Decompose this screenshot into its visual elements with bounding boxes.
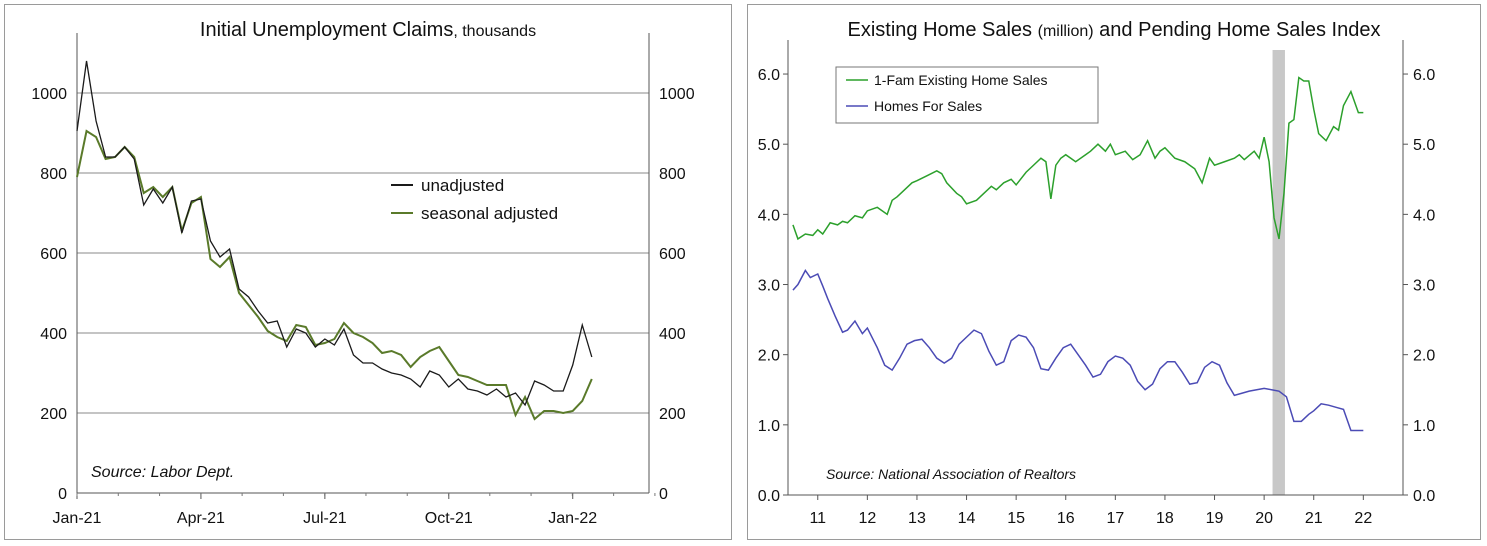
chart-title-unit: , thousands: [453, 23, 537, 40]
x-tick-label: 12: [858, 510, 876, 527]
y-tick-label-left: 1000: [31, 86, 67, 103]
series-line-1-Fam-Existing-Home-Sales: [792, 76, 1364, 241]
x-tick-label: 22: [1354, 510, 1372, 527]
legend-label: Homes For Sales: [874, 98, 982, 114]
y-tick-label-left: 6.0: [758, 67, 780, 84]
y-tick-label-right: 5.0: [1413, 137, 1435, 154]
x-tick-label: Jan-22: [548, 510, 597, 527]
y-tick-label-right: 400: [659, 326, 686, 343]
y-tick-label-right: 600: [659, 246, 686, 263]
legend-label: unadjusted: [421, 176, 504, 195]
x-tick-label: Jul-21: [303, 510, 347, 527]
series-line-unadjusted: [76, 60, 593, 407]
y-tick-label-right: 2.0: [1413, 348, 1435, 365]
x-tick-label: Oct-21: [425, 510, 473, 527]
y-tick-label-left: 3.0: [758, 278, 780, 295]
home-sales-chart-panel: Existing Home Sales (million) and Pendin…: [747, 4, 1481, 540]
y-tick-label-right: 1.0: [1413, 418, 1435, 435]
chart-title-unit: (million): [1037, 23, 1094, 40]
series-line-seasonal-adjusted: [76, 129, 593, 421]
chart-title: Initial Unemployment Claims, thousands: [5, 19, 731, 42]
y-tick-label-right: 4.0: [1413, 207, 1435, 224]
x-tick-label: 14: [958, 510, 976, 527]
x-tick-label: Jan-21: [53, 510, 102, 527]
y-tick-label-left: 1.0: [758, 418, 780, 435]
chart-title-main: Existing Home Sales: [847, 19, 1033, 41]
x-tick-label: 19: [1206, 510, 1224, 527]
chart-title-main: Initial Unemployment Claims: [199, 19, 454, 41]
x-tick-label: 11: [809, 510, 826, 527]
source-note: Source: Labor Dept.: [91, 464, 234, 481]
y-tick-label-left: 600: [40, 246, 67, 263]
claims-chart-panel: Initial Unemployment Claims, thousands 0…: [4, 4, 732, 540]
y-tick-label-right: 6.0: [1413, 67, 1435, 84]
x-tick-label: 15: [1007, 510, 1025, 527]
source-note: Source: National Association of Realtors: [826, 466, 1076, 482]
shaded-region: [1272, 50, 1285, 495]
legend-box: [835, 66, 1099, 124]
home-sales-chart: 0.0 0.0 1.0 1.0 2.0 2.0 3.0 3.0 4.0 4.0 5.0 5.0 6.0 6…: [758, 40, 1435, 527]
y-tick-label-right: 200: [659, 406, 686, 423]
y-tick-label-left: 0.0: [758, 488, 780, 505]
y-tick-label-left: 0: [58, 486, 67, 503]
y-tick-label-right: 800: [659, 166, 686, 183]
legend-label: seasonal adjusted: [421, 204, 558, 223]
y-tick-label-right: 3.0: [1413, 278, 1435, 295]
x-tick-label: 17: [1106, 510, 1124, 527]
y-tick-label-left: 200: [40, 406, 67, 423]
x-tick-label: 13: [908, 510, 926, 527]
y-tick-label-right: 0: [659, 486, 668, 503]
series-line-Homes-For-Sales: [792, 269, 1364, 432]
y-tick-label-right: 0.0: [1413, 488, 1435, 505]
chart-title-rest: and Pending Home Sales Index: [1099, 19, 1381, 41]
y-tick-label-left: 800: [40, 166, 67, 183]
y-tick-label-left: 5.0: [758, 137, 780, 154]
x-tick-label: 21: [1305, 510, 1323, 527]
x-tick-label: 20: [1255, 510, 1273, 527]
x-tick-label: 16: [1057, 510, 1075, 527]
y-tick-label-left: 2.0: [758, 348, 780, 365]
claims-chart: 0 0 200 200 400 400 600 600 800 800 1000 1000 Jan-21…: [31, 33, 695, 527]
y-tick-label-left: 400: [40, 326, 67, 343]
y-tick-label-right: 1000: [659, 86, 695, 103]
legend-label: 1-Fam Existing Home Sales: [874, 72, 1048, 88]
x-tick-label: Apr-21: [177, 510, 225, 527]
x-tick-label: 18: [1156, 510, 1174, 527]
chart-title: Existing Home Sales (million) and Pendin…: [748, 19, 1480, 42]
y-tick-label-left: 4.0: [758, 207, 780, 224]
